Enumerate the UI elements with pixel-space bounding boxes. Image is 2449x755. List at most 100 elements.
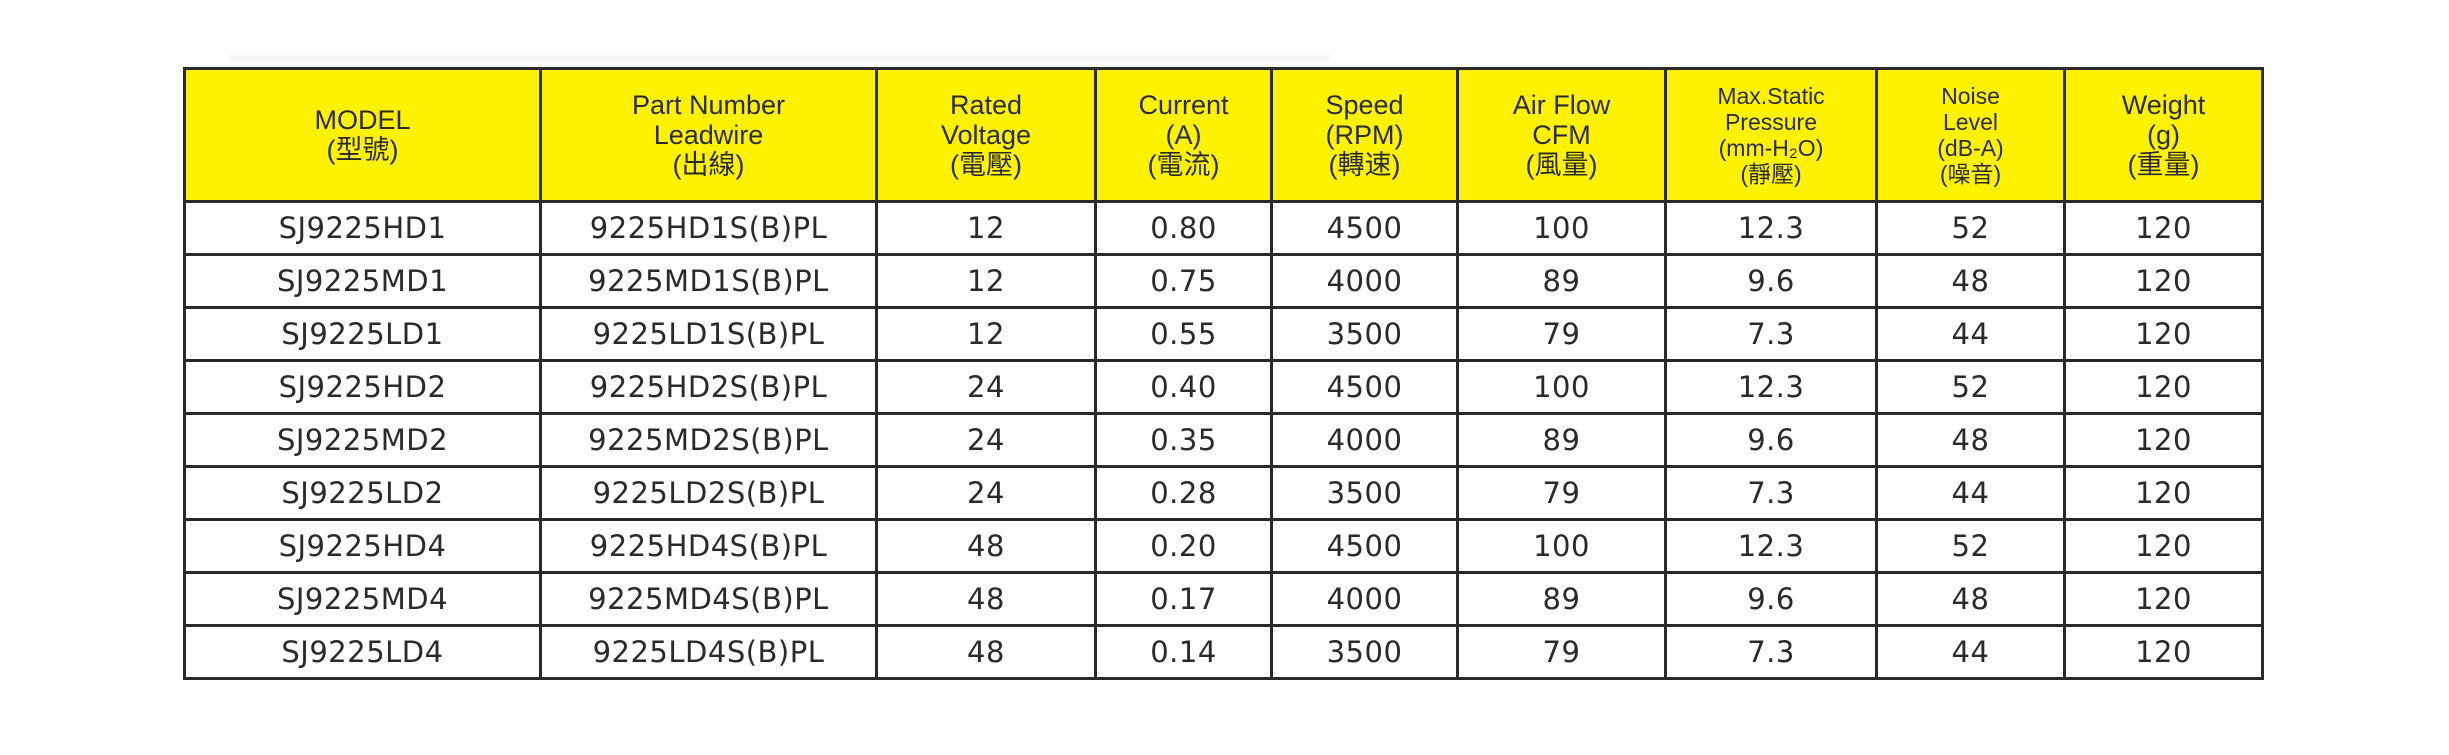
header-line: Voltage xyxy=(940,120,1032,150)
cell-weight: 120 xyxy=(2063,571,2264,627)
cell-speed: 3500 xyxy=(1270,465,1459,521)
cell-model: SJ9225HD1 xyxy=(183,200,542,256)
cell-static-pressure: 12.3 xyxy=(1664,200,1878,256)
cell-static-pressure: 7.3 xyxy=(1664,465,1878,521)
header-line: (噪音) xyxy=(1939,161,2002,187)
header-speed: Speed (RPM) (轉速) xyxy=(1270,67,1459,203)
cell-part-number: 9225HD4S(B)PL xyxy=(539,518,878,574)
cell-current: 0.75 xyxy=(1094,253,1273,309)
cell-static-pressure: 9.6 xyxy=(1664,253,1878,309)
cell-rated-voltage: 24 xyxy=(875,465,1097,521)
cell-air-flow: 79 xyxy=(1456,624,1667,680)
cell-current: 0.35 xyxy=(1094,412,1273,468)
table-row: SJ9225LD4 9225LD4S(B)PL 48 0.14 3500 79 7.3 44 1… xyxy=(183,624,2264,680)
cell-static-pressure: 12.3 xyxy=(1664,359,1878,415)
header-line: Current xyxy=(1138,90,1229,120)
cell-part-number: 9225HD2S(B)PL xyxy=(539,359,878,415)
cell-noise-level: 48 xyxy=(1875,253,2066,309)
table-row: SJ9225LD2 9225LD2S(B)PL 24 0.28 3500 79 7.3 44 1… xyxy=(183,465,2264,521)
header-line: Level xyxy=(1943,109,1998,135)
cell-part-number: 9225MD4S(B)PL xyxy=(539,571,878,627)
header-line: Weight xyxy=(2121,90,2206,120)
header-row: MODEL (型號) Part Number Leadwire (出線) Rated Vol… xyxy=(183,67,2264,203)
header-line: Rated xyxy=(949,90,1023,120)
header-line: (電壓) xyxy=(950,150,1022,180)
fan-spec-table: MODEL (型號) Part Number Leadwire (出線) Rated Vol… xyxy=(183,67,2264,680)
header-line: Noise xyxy=(1941,83,2000,109)
cell-current: 0.28 xyxy=(1094,465,1273,521)
cell-model: SJ9225MD2 xyxy=(183,412,542,468)
cell-noise-level: 44 xyxy=(1875,624,2066,680)
cell-model: SJ9225HD2 xyxy=(183,359,542,415)
cell-speed: 4000 xyxy=(1270,571,1459,627)
header-line: (轉速) xyxy=(1328,150,1401,180)
cell-noise-level: 52 xyxy=(1875,518,2066,574)
cell-rated-voltage: 12 xyxy=(875,200,1097,256)
header-line: Pressure xyxy=(1724,109,1818,135)
cell-air-flow: 100 xyxy=(1456,200,1667,256)
cell-noise-level: 52 xyxy=(1875,200,2066,256)
header-line: (dB-A) xyxy=(1937,135,2004,161)
header-line: (重量) xyxy=(2127,150,2200,180)
header-model: MODEL (型號) xyxy=(183,67,542,203)
cell-weight: 120 xyxy=(2063,253,2264,309)
cell-model: SJ9225MD1 xyxy=(183,253,542,309)
cell-speed: 4000 xyxy=(1270,412,1459,468)
cell-model: SJ9225HD4 xyxy=(183,518,542,574)
cell-rated-voltage: 24 xyxy=(875,359,1097,415)
cell-weight: 120 xyxy=(2063,306,2264,362)
cell-rated-voltage: 12 xyxy=(875,253,1097,309)
cell-weight: 120 xyxy=(2063,359,2264,415)
cell-static-pressure: 9.6 xyxy=(1664,571,1878,627)
header-line: (型號) xyxy=(326,135,399,165)
cell-speed: 4500 xyxy=(1270,359,1459,415)
cell-speed: 4000 xyxy=(1270,253,1459,309)
header-part-number: Part Number Leadwire (出線) xyxy=(539,67,878,203)
cell-weight: 120 xyxy=(2063,518,2264,574)
header-noise-level: Noise Level (dB-A) (噪音) xyxy=(1875,67,2066,203)
header-line: (A) xyxy=(1165,120,1202,150)
cell-speed: 3500 xyxy=(1270,306,1459,362)
cell-air-flow: 79 xyxy=(1456,306,1667,362)
cell-weight: 120 xyxy=(2063,465,2264,521)
cell-noise-level: 52 xyxy=(1875,359,2066,415)
cell-speed: 4500 xyxy=(1270,200,1459,256)
header-line: Leadwire xyxy=(653,120,764,150)
cell-speed: 4500 xyxy=(1270,518,1459,574)
cell-model: SJ9225MD4 xyxy=(183,571,542,627)
cell-noise-level: 44 xyxy=(1875,465,2066,521)
header-line: Speed xyxy=(1325,90,1404,120)
header-line: (g) xyxy=(2147,120,2180,150)
cell-part-number: 9225LD4S(B)PL xyxy=(539,624,878,680)
cell-part-number: 9225MD1S(B)PL xyxy=(539,253,878,309)
header-line: Max.Static xyxy=(1717,83,1825,109)
header-line: (mm-H₂O) xyxy=(1718,135,1824,161)
header-current: Current (A) (電流) xyxy=(1094,67,1273,203)
cell-current: 0.40 xyxy=(1094,359,1273,415)
cell-part-number: 9225MD2S(B)PL xyxy=(539,412,878,468)
header-static-pressure: Max.Static Pressure (mm-H₂O) (靜壓) xyxy=(1664,67,1878,203)
header-line: (出線) xyxy=(672,150,745,180)
cell-rated-voltage: 48 xyxy=(875,571,1097,627)
cell-rated-voltage: 48 xyxy=(875,624,1097,680)
cell-model: SJ9225LD1 xyxy=(183,306,542,362)
header-weight: Weight (g) (重量) xyxy=(2063,67,2264,203)
cell-air-flow: 100 xyxy=(1456,359,1667,415)
cell-air-flow: 89 xyxy=(1456,571,1667,627)
cell-rated-voltage: 12 xyxy=(875,306,1097,362)
cell-model: SJ9225LD2 xyxy=(183,465,542,521)
header-line: (靜壓) xyxy=(1740,161,1802,187)
header-line: MODEL xyxy=(314,105,411,135)
cell-model: SJ9225LD4 xyxy=(183,624,542,680)
cell-air-flow: 100 xyxy=(1456,518,1667,574)
cell-current: 0.80 xyxy=(1094,200,1273,256)
header-line: Part Number xyxy=(631,90,786,120)
cell-part-number: 9225LD1S(B)PL xyxy=(539,306,878,362)
table-row: SJ9225HD1 9225HD1S(B)PL 12 0.80 4500 100 12.3 5… xyxy=(183,200,2264,256)
cell-rated-voltage: 48 xyxy=(875,518,1097,574)
header-line: (電流) xyxy=(1147,150,1220,180)
cell-current: 0.14 xyxy=(1094,624,1273,680)
cell-air-flow: 89 xyxy=(1456,412,1667,468)
header-line: (RPM) xyxy=(1325,120,1404,150)
table-row: SJ9225MD1 9225MD1S(B)PL 12 0.75 4000 89 9.6 48 1… xyxy=(183,253,2264,309)
